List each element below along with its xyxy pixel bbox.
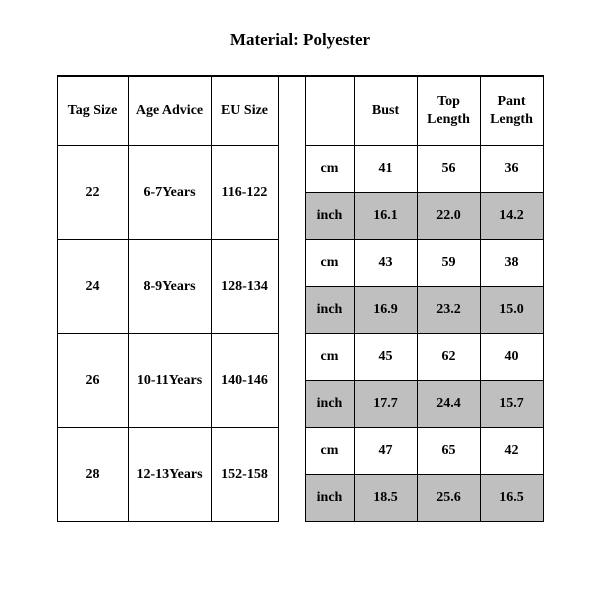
cell-spacer xyxy=(278,240,305,334)
cell-spacer xyxy=(278,334,305,428)
cell-pant: 36 xyxy=(480,146,543,193)
cell-unit-cm: cm xyxy=(305,334,354,381)
cell-pant: 42 xyxy=(480,428,543,475)
cell-pant: 15.0 xyxy=(480,287,543,334)
cell-top: 59 xyxy=(417,240,480,287)
table-row: 28 12-13Years 152-158 cm 47 65 42 xyxy=(57,428,543,475)
cell-age: 8-9Years xyxy=(128,240,211,334)
cell-top: 62 xyxy=(417,334,480,381)
cell-eu: 116-122 xyxy=(211,146,278,240)
cell-eu: 140-146 xyxy=(211,334,278,428)
cell-top: 23.2 xyxy=(417,287,480,334)
cell-top: 24.4 xyxy=(417,381,480,428)
cell-tag: 28 xyxy=(57,428,128,522)
cell-bust: 16.1 xyxy=(354,193,417,240)
col-spacer xyxy=(278,76,305,146)
cell-bust: 18.5 xyxy=(354,475,417,522)
cell-unit-cm: cm xyxy=(305,146,354,193)
cell-spacer xyxy=(278,428,305,522)
cell-unit-inch: inch xyxy=(305,193,354,240)
cell-tag: 22 xyxy=(57,146,128,240)
cell-eu: 152-158 xyxy=(211,428,278,522)
col-age-advice: Age Advice xyxy=(128,76,211,146)
table-header-row: Tag Size Age Advice EU Size Bust Top Len… xyxy=(57,76,543,146)
table-row: 22 6-7Years 116-122 cm 41 56 36 xyxy=(57,146,543,193)
cell-top: 65 xyxy=(417,428,480,475)
cell-bust: 45 xyxy=(354,334,417,381)
cell-eu: 128-134 xyxy=(211,240,278,334)
cell-bust: 16.9 xyxy=(354,287,417,334)
cell-age: 12-13Years xyxy=(128,428,211,522)
cell-age: 10-11Years xyxy=(128,334,211,428)
cell-top: 25.6 xyxy=(417,475,480,522)
cell-unit-cm: cm xyxy=(305,240,354,287)
col-bust: Bust xyxy=(354,76,417,146)
col-eu-size: EU Size xyxy=(211,76,278,146)
cell-bust: 41 xyxy=(354,146,417,193)
cell-tag: 26 xyxy=(57,334,128,428)
col-pant-length: Pant Length xyxy=(480,76,543,146)
cell-unit-inch: inch xyxy=(305,287,354,334)
col-top-length: Top Length xyxy=(417,76,480,146)
cell-pant: 16.5 xyxy=(480,475,543,522)
table-row: 24 8-9Years 128-134 cm 43 59 38 xyxy=(57,240,543,287)
cell-spacer xyxy=(278,146,305,240)
size-table: Tag Size Age Advice EU Size Bust Top Len… xyxy=(57,75,544,522)
cell-pant: 14.2 xyxy=(480,193,543,240)
cell-bust: 47 xyxy=(354,428,417,475)
cell-top: 56 xyxy=(417,146,480,193)
table-row: 26 10-11Years 140-146 cm 45 62 40 xyxy=(57,334,543,381)
cell-unit-inch: inch xyxy=(305,381,354,428)
cell-top: 22.0 xyxy=(417,193,480,240)
cell-tag: 24 xyxy=(57,240,128,334)
cell-unit-inch: inch xyxy=(305,475,354,522)
cell-pant: 38 xyxy=(480,240,543,287)
cell-age: 6-7Years xyxy=(128,146,211,240)
cell-unit-cm: cm xyxy=(305,428,354,475)
cell-bust: 43 xyxy=(354,240,417,287)
cell-pant: 40 xyxy=(480,334,543,381)
col-tag-size: Tag Size xyxy=(57,76,128,146)
cell-pant: 15.7 xyxy=(480,381,543,428)
page-title: Material: Polyester xyxy=(0,0,600,75)
cell-bust: 17.7 xyxy=(354,381,417,428)
col-unit xyxy=(305,76,354,146)
